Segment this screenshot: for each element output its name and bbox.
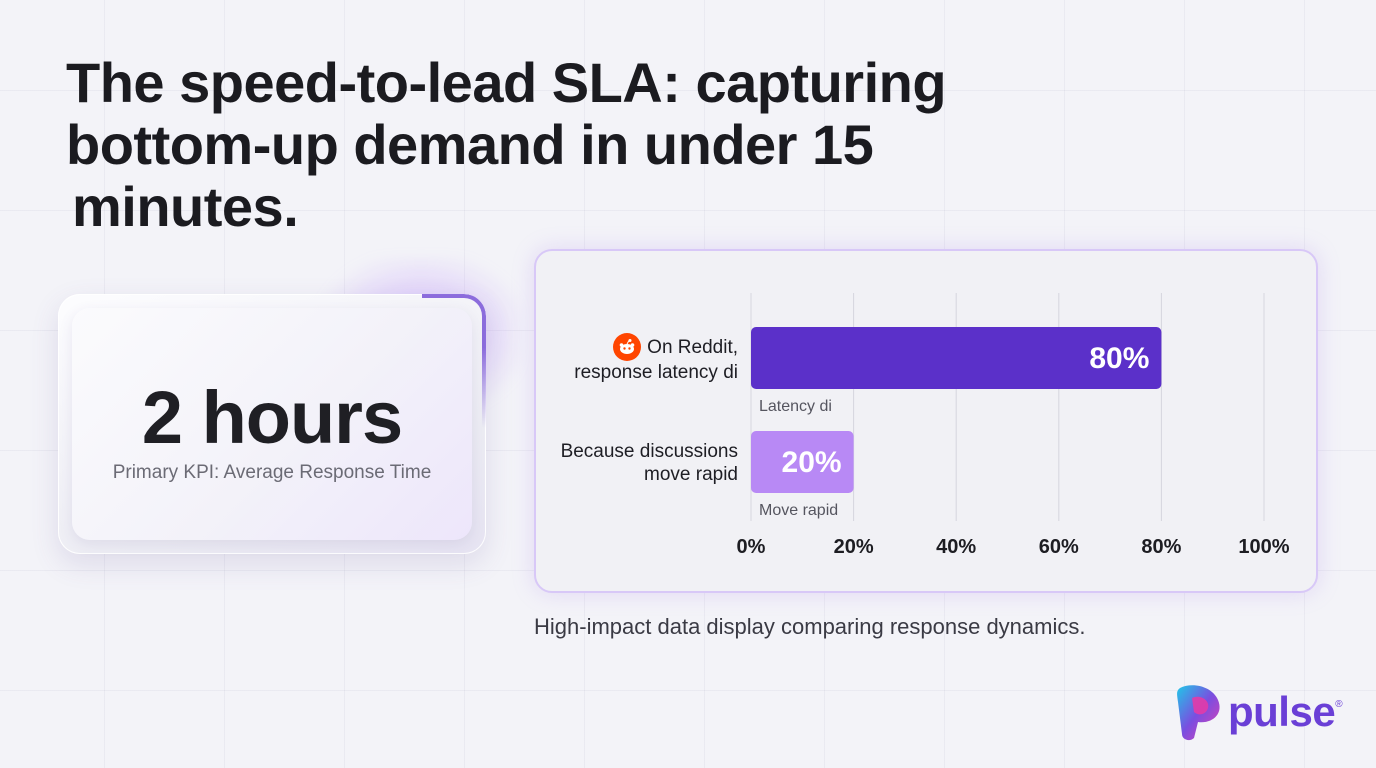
- bar-value-label: 80%: [1089, 342, 1149, 375]
- bar-category-line: response latency di: [574, 362, 738, 383]
- bar-sub-label: Latency di: [759, 398, 832, 415]
- registered-mark: ®: [1335, 698, 1343, 710]
- bar-value-label: 20%: [782, 446, 842, 479]
- title-line-2: bottom-up demand in under 15: [66, 113, 874, 176]
- bar: [751, 431, 854, 493]
- chart-caption: High-impact data display comparing respo…: [534, 614, 1086, 639]
- page-title: The speed-to-lead SLA: capturing bottom-…: [66, 52, 966, 238]
- pulse-logo-text: pulse: [1228, 688, 1336, 735]
- kpi-value: 2 hours: [141, 376, 403, 459]
- x-tick-label: 40%: [936, 536, 976, 558]
- bar-category-label: On Reddit, response latency di: [574, 333, 738, 384]
- pulse-logo-icon: [1177, 685, 1220, 741]
- kpi-label: Primary KPI: Average Response Time: [112, 462, 432, 483]
- title-line-1: The speed-to-lead SLA: capturing: [66, 51, 947, 114]
- bar-category-line: Because discussions: [560, 441, 738, 462]
- x-tick-label: 100%: [1238, 536, 1289, 558]
- kpi-card-inner: 2 hours Primary KPI: Average Response Ti…: [72, 308, 472, 540]
- title-line-3: minutes.: [72, 175, 299, 238]
- chart-card: 0% 20% 40% 60% 80% 100% 80% Latency di 20% Move r…: [534, 249, 1318, 593]
- reddit-icon: [613, 333, 642, 361]
- bar-category-line: move rapid: [644, 464, 738, 485]
- x-tick-label: 20%: [834, 536, 874, 558]
- bar-sub-label: Move rapid: [759, 502, 838, 519]
- bar-chart: 0% 20% 40% 60% 80% 100% 80% Latency di 20% Move r…: [737, 293, 1290, 558]
- kpi-card-accent: [422, 294, 486, 428]
- x-tick-label: 0%: [737, 536, 766, 558]
- bar-category-line: On Reddit,: [647, 336, 738, 358]
- kpi-card: 2 hours Primary KPI: Average Response Ti…: [58, 294, 486, 554]
- bar: [751, 327, 1162, 389]
- pulse-logo: pulse ®: [1172, 682, 1343, 742]
- x-tick-label: 80%: [1141, 536, 1181, 558]
- bar-category-label: Because discussions move rapid: [561, 440, 738, 486]
- x-tick-label: 60%: [1039, 536, 1079, 558]
